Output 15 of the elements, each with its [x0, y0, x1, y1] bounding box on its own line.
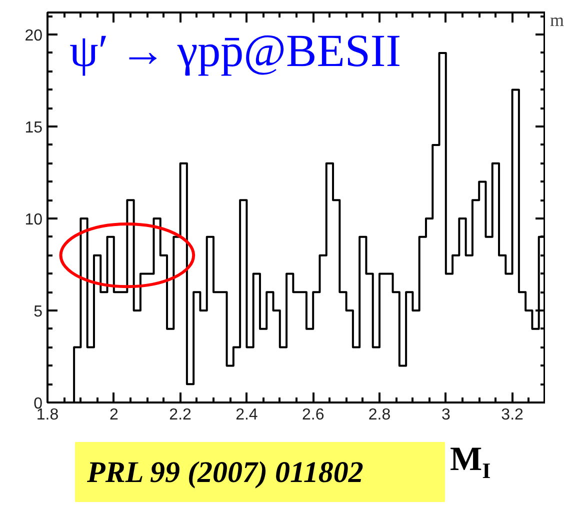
x-axis-title: M$_{I}$ [450, 440, 491, 485]
text: m [550, 9, 564, 32]
chart-title: ψ′ → γpp̄@BESII [70, 25, 402, 76]
x-tick-label: 2 [109, 406, 118, 424]
x-tick-label: 2.2 [169, 406, 192, 424]
x-tick-label: 3.2 [501, 406, 524, 424]
y-tick-label: 20 [24, 28, 43, 45]
x-tick-label: 2.4 [236, 406, 258, 424]
text: PRL 99 (2007) 011802 [87, 455, 364, 491]
y-tick-label: 5 [34, 304, 43, 321]
x-tick-label: 3 [441, 406, 450, 424]
x-tick-label: 2.6 [302, 406, 324, 424]
y-tick-label: 15 [24, 120, 43, 137]
y-tick-label: 10 [24, 212, 43, 229]
x-tick-label: 2.8 [368, 406, 391, 424]
